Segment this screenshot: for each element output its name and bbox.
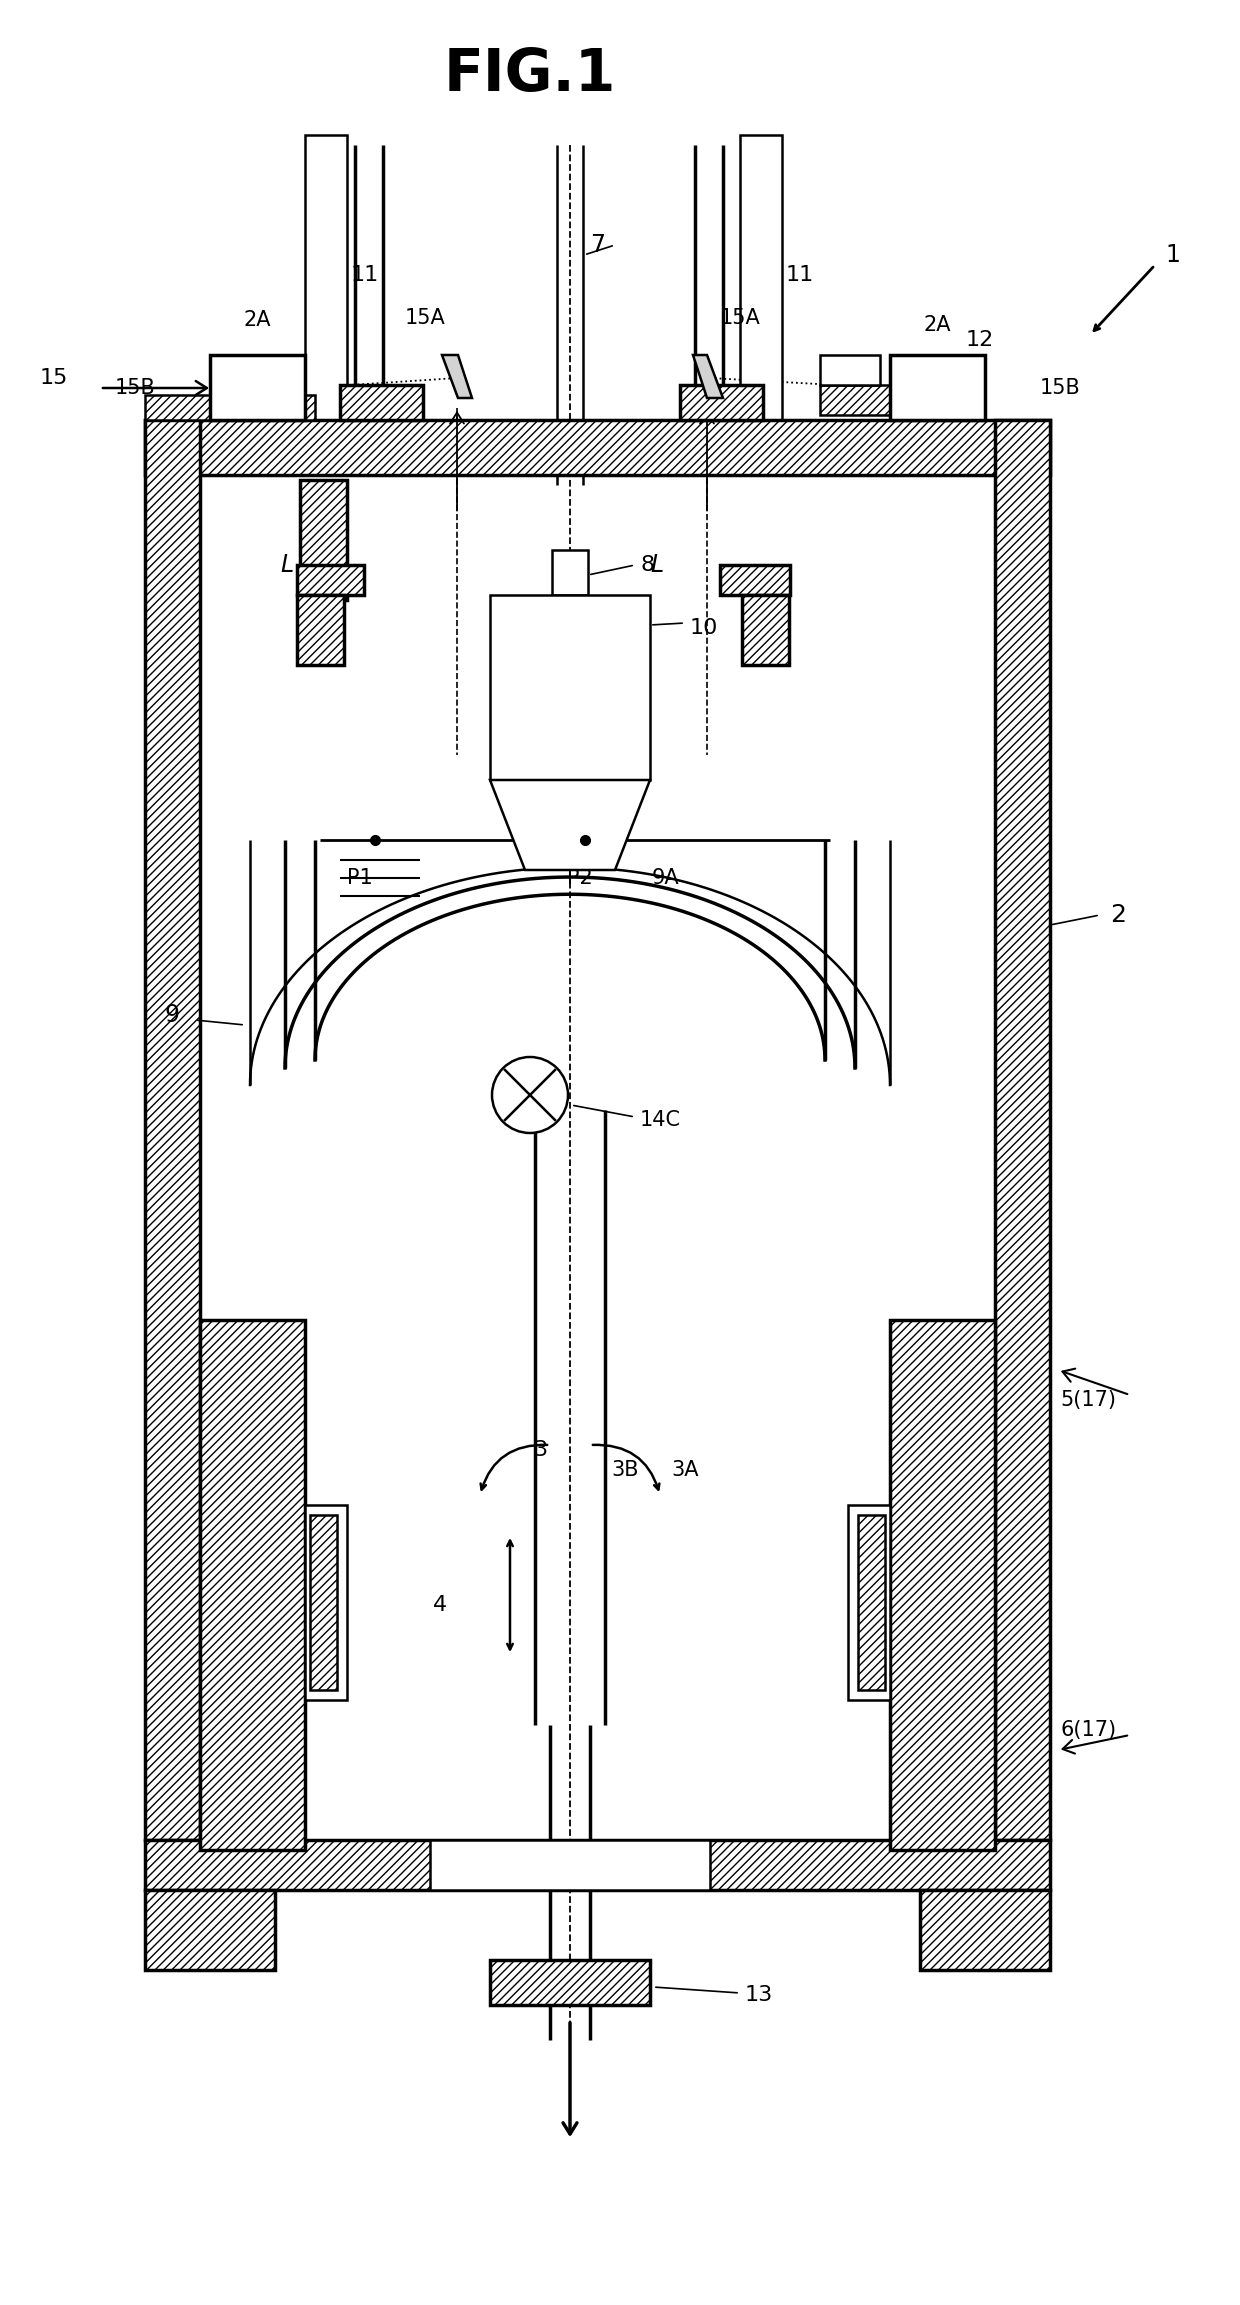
Bar [820, 355, 880, 385]
Text: 3B: 3B [611, 1459, 639, 1480]
Text: 5(17): 5(17) [1060, 1390, 1116, 1411]
Text: 15B: 15B [114, 378, 155, 399]
Text: 15A: 15A [404, 309, 445, 327]
Text: 15A: 15A [719, 309, 760, 327]
Circle shape [492, 1058, 568, 1134]
Bar [742, 595, 789, 666]
Bar [298, 595, 343, 666]
Text: 4: 4 [433, 1595, 448, 1616]
Bar [300, 479, 347, 599]
Text: 2A: 2A [243, 309, 270, 330]
Bar [310, 1514, 337, 1690]
Text: 2: 2 [1110, 904, 1126, 927]
Text: 1: 1 [1166, 242, 1180, 267]
Text: 11: 11 [351, 265, 379, 286]
Text: FIG.1: FIG.1 [444, 46, 616, 104]
Bar [145, 420, 200, 1839]
Text: L: L [650, 553, 663, 576]
Bar [145, 394, 315, 420]
Text: 9: 9 [165, 1003, 180, 1028]
Bar [890, 1321, 994, 1851]
Text: 6(17): 6(17) [1060, 1720, 1116, 1740]
Bar [680, 385, 763, 420]
Bar [820, 385, 930, 415]
Text: 15B: 15B [1040, 378, 1081, 399]
Bar [490, 1959, 650, 2005]
Bar [340, 385, 423, 420]
Text: 13: 13 [745, 1985, 774, 2005]
Text: 15: 15 [40, 369, 68, 387]
Polygon shape [490, 779, 650, 869]
Text: 11: 11 [786, 265, 815, 286]
Bar [858, 1514, 885, 1690]
Bar [305, 136, 347, 475]
Text: 12: 12 [966, 330, 994, 350]
Bar [298, 565, 365, 595]
Bar [848, 1505, 890, 1701]
Text: 8: 8 [640, 556, 655, 574]
Text: 3: 3 [533, 1441, 547, 1459]
Text: 10: 10 [689, 618, 718, 638]
Bar [210, 355, 305, 420]
Bar [200, 1321, 305, 1851]
Bar [430, 1839, 711, 1890]
Bar [720, 565, 790, 595]
Bar [994, 420, 1050, 1839]
Text: 2A: 2A [924, 316, 951, 334]
Bar [145, 1839, 1050, 1890]
Bar [740, 136, 782, 475]
Text: 5B: 5B [928, 1911, 957, 1929]
Text: 14C: 14C [640, 1111, 681, 1129]
Text: P2: P2 [567, 869, 593, 887]
Text: 5A: 5A [237, 1911, 267, 1929]
Bar [305, 1505, 347, 1701]
Bar [552, 551, 588, 595]
Text: L: L [280, 553, 293, 576]
Text: 7: 7 [590, 233, 605, 256]
Bar [145, 1890, 275, 1971]
Bar [490, 595, 650, 779]
Text: 3A: 3A [671, 1459, 699, 1480]
Bar [890, 355, 985, 420]
Polygon shape [693, 355, 723, 399]
Text: 9A: 9A [651, 869, 678, 887]
Text: P1: P1 [347, 869, 373, 887]
Bar [145, 420, 1050, 475]
Polygon shape [441, 355, 472, 399]
Bar [920, 1890, 1050, 1971]
